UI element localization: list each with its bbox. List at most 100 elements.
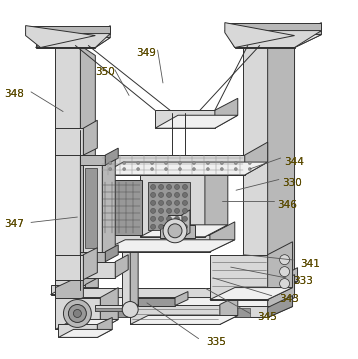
Circle shape [193,168,195,171]
Circle shape [165,162,168,164]
Polygon shape [235,36,295,47]
Polygon shape [100,155,245,175]
Circle shape [280,279,290,289]
Text: 335: 335 [206,337,226,347]
Circle shape [73,309,81,317]
Polygon shape [140,225,228,237]
Polygon shape [225,23,295,47]
Circle shape [207,162,209,164]
Text: 341: 341 [300,258,320,269]
Circle shape [166,224,171,229]
Polygon shape [55,275,83,309]
Circle shape [166,185,171,190]
Text: 335: 335 [206,337,226,347]
Text: 345: 345 [257,312,277,322]
Polygon shape [85,168,97,248]
Text: 350: 350 [95,67,115,77]
Polygon shape [268,275,295,309]
Circle shape [159,208,164,213]
Circle shape [183,192,188,197]
Circle shape [109,168,112,171]
Polygon shape [148,182,190,230]
Polygon shape [220,295,238,325]
Circle shape [68,304,86,322]
Polygon shape [58,330,112,337]
Circle shape [159,200,164,205]
Polygon shape [55,298,100,330]
Polygon shape [225,23,321,31]
Circle shape [234,168,237,171]
Polygon shape [130,304,220,325]
Circle shape [159,224,164,229]
Polygon shape [105,245,118,262]
Polygon shape [83,120,97,155]
Polygon shape [55,46,81,290]
Circle shape [166,192,171,197]
Polygon shape [81,252,105,262]
Circle shape [280,267,290,277]
Circle shape [179,168,182,171]
Polygon shape [160,225,195,238]
Text: 349: 349 [136,47,156,57]
Polygon shape [210,288,292,299]
Polygon shape [268,242,292,299]
Circle shape [168,224,182,238]
Text: 348: 348 [4,89,24,99]
Text: 345: 345 [257,312,277,322]
Polygon shape [182,210,190,238]
Polygon shape [83,160,102,255]
Text: 344: 344 [284,157,304,167]
Circle shape [137,162,140,164]
Circle shape [174,224,179,229]
Polygon shape [81,155,105,165]
Polygon shape [81,46,95,299]
Circle shape [220,162,223,164]
Polygon shape [26,25,95,47]
Text: 350: 350 [95,67,115,77]
Polygon shape [95,25,110,47]
Polygon shape [35,36,95,47]
Polygon shape [245,142,268,175]
Circle shape [166,216,171,222]
Circle shape [183,185,188,190]
Polygon shape [155,110,215,128]
Polygon shape [268,295,292,317]
Polygon shape [76,307,292,317]
Polygon shape [243,46,268,290]
Polygon shape [83,248,97,280]
Text: 343: 343 [279,294,299,304]
Polygon shape [105,148,118,165]
Circle shape [159,216,164,222]
Polygon shape [130,316,238,325]
Circle shape [183,216,188,222]
Text: 344: 344 [284,157,304,167]
Polygon shape [55,298,295,309]
Circle shape [248,168,251,171]
Polygon shape [155,115,238,128]
Polygon shape [100,235,210,252]
Polygon shape [100,162,268,175]
Circle shape [193,162,195,164]
Circle shape [220,168,223,171]
Polygon shape [55,288,268,309]
Polygon shape [115,255,128,278]
Circle shape [174,208,179,213]
Polygon shape [175,292,188,306]
Polygon shape [210,255,268,299]
Polygon shape [225,31,321,47]
Polygon shape [205,162,228,237]
Circle shape [163,219,187,243]
Circle shape [248,162,251,164]
Polygon shape [55,320,118,330]
Circle shape [122,302,138,317]
Circle shape [174,200,179,205]
Circle shape [174,216,179,222]
Circle shape [151,192,156,197]
Circle shape [174,192,179,197]
Polygon shape [268,33,295,290]
Polygon shape [85,278,98,294]
Polygon shape [130,225,138,309]
Circle shape [109,162,112,164]
Polygon shape [210,222,235,252]
Polygon shape [50,285,85,294]
